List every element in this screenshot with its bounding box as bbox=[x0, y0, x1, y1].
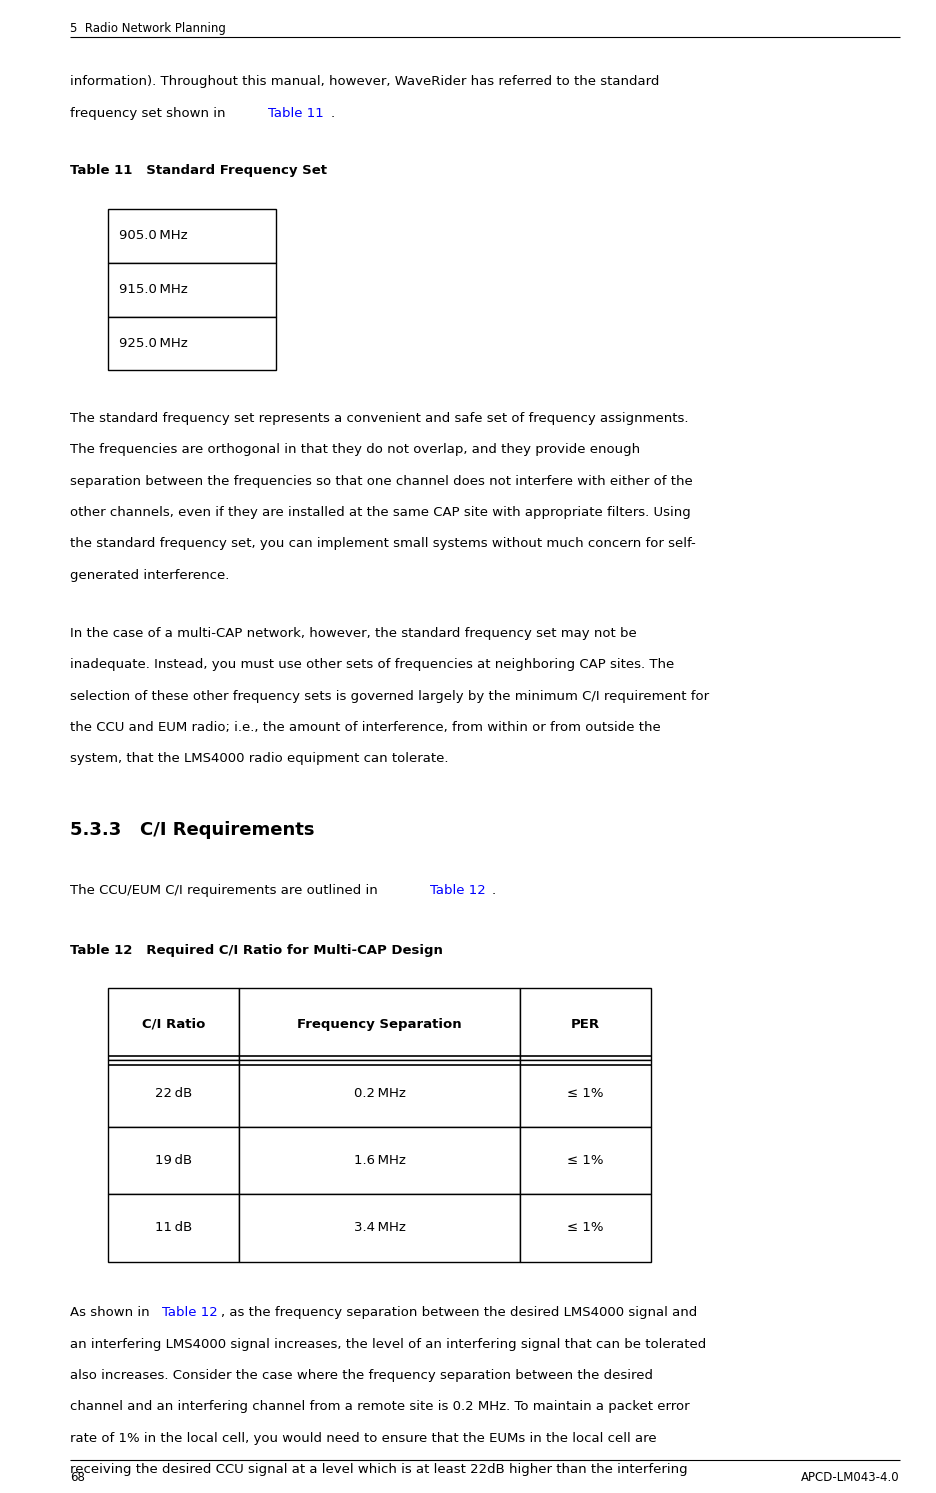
Text: The standard frequency set represents a convenient and safe set of frequency ass: The standard frequency set represents a … bbox=[70, 412, 688, 426]
Bar bbox=[108, 1127, 239, 1194]
Text: 68: 68 bbox=[70, 1471, 85, 1484]
Bar bbox=[108, 263, 276, 317]
Text: C/I Ratio: C/I Ratio bbox=[141, 1018, 205, 1030]
Text: 925.0 MHz: 925.0 MHz bbox=[119, 337, 187, 349]
Bar bbox=[239, 1194, 519, 1262]
Text: ≤ 1%: ≤ 1% bbox=[567, 1154, 603, 1168]
Text: ≤ 1%: ≤ 1% bbox=[567, 1087, 603, 1100]
Text: 915.0 MHz: 915.0 MHz bbox=[119, 284, 187, 296]
Text: 5.3.3   C/I Requirements: 5.3.3 C/I Requirements bbox=[70, 821, 314, 839]
Bar bbox=[108, 1060, 239, 1127]
Bar bbox=[519, 1127, 651, 1194]
Text: rate of 1% in the local cell, you would need to ensure that the EUMs in the loca: rate of 1% in the local cell, you would … bbox=[70, 1432, 656, 1445]
Bar bbox=[519, 988, 651, 1060]
Text: system, that the LMS4000 radio equipment can tolerate.: system, that the LMS4000 radio equipment… bbox=[70, 752, 448, 766]
Text: receiving the desired CCU signal at a level which is at least 22dB higher than t: receiving the desired CCU signal at a le… bbox=[70, 1463, 687, 1477]
Text: Frequency Separation: Frequency Separation bbox=[297, 1018, 461, 1030]
Text: In the case of a multi-CAP network, however, the standard frequency set may not : In the case of a multi-CAP network, howe… bbox=[70, 627, 636, 640]
Text: Table 11   Standard Frequency Set: Table 11 Standard Frequency Set bbox=[70, 164, 327, 178]
Text: generated interference.: generated interference. bbox=[70, 569, 229, 582]
Text: separation between the frequencies so that one channel does not interfere with e: separation between the frequencies so th… bbox=[70, 475, 693, 488]
Text: the standard frequency set, you can implement small systems without much concern: the standard frequency set, you can impl… bbox=[70, 537, 695, 551]
Text: frequency set shown in: frequency set shown in bbox=[70, 107, 229, 121]
Text: channel and an interfering channel from a remote site is 0.2 MHz. To maintain a : channel and an interfering channel from … bbox=[70, 1400, 689, 1414]
Text: .: . bbox=[329, 107, 334, 121]
Bar bbox=[108, 209, 276, 263]
Bar bbox=[108, 988, 239, 1060]
Text: information). Throughout this manual, however, WaveRider has referred to the sta: information). Throughout this manual, ho… bbox=[70, 75, 659, 88]
Text: 19 dB: 19 dB bbox=[154, 1154, 192, 1168]
Text: Table 11: Table 11 bbox=[268, 107, 324, 121]
Text: 22 dB: 22 dB bbox=[154, 1087, 192, 1100]
Text: 11 dB: 11 dB bbox=[154, 1221, 192, 1235]
Bar bbox=[519, 1194, 651, 1262]
Text: inadequate. Instead, you must use other sets of frequencies at neighboring CAP s: inadequate. Instead, you must use other … bbox=[70, 658, 674, 672]
Text: 5  Radio Network Planning: 5 Radio Network Planning bbox=[70, 22, 226, 36]
Text: , as the frequency separation between the desired LMS4000 signal and: , as the frequency separation between th… bbox=[221, 1306, 696, 1320]
Text: APCD-LM043-4.0: APCD-LM043-4.0 bbox=[800, 1471, 899, 1484]
Text: The CCU/EUM C/I requirements are outlined in: The CCU/EUM C/I requirements are outline… bbox=[70, 884, 382, 897]
Text: Table 12: Table 12 bbox=[429, 884, 485, 897]
Text: Table 12   Required C/I Ratio for Multi-CAP Design: Table 12 Required C/I Ratio for Multi-CA… bbox=[70, 944, 443, 957]
Text: 3.4 MHz: 3.4 MHz bbox=[353, 1221, 405, 1235]
Text: ≤ 1%: ≤ 1% bbox=[567, 1221, 603, 1235]
Text: the CCU and EUM radio; i.e., the amount of interference, from within or from out: the CCU and EUM radio; i.e., the amount … bbox=[70, 721, 660, 735]
Bar bbox=[108, 1194, 239, 1262]
Bar bbox=[239, 1060, 519, 1127]
Text: selection of these other frequency sets is governed largely by the minimum C/I r: selection of these other frequency sets … bbox=[70, 690, 709, 703]
Text: 0.2 MHz: 0.2 MHz bbox=[353, 1087, 405, 1100]
Text: The frequencies are orthogonal in that they do not overlap, and they provide eno: The frequencies are orthogonal in that t… bbox=[70, 443, 639, 457]
Text: .: . bbox=[490, 884, 495, 897]
Text: an interfering LMS4000 signal increases, the level of an interfering signal that: an interfering LMS4000 signal increases,… bbox=[70, 1338, 706, 1351]
Bar bbox=[239, 988, 519, 1060]
Bar bbox=[108, 317, 276, 370]
Text: PER: PER bbox=[570, 1018, 600, 1030]
Text: other channels, even if they are installed at the same CAP site with appropriate: other channels, even if they are install… bbox=[70, 506, 690, 520]
Text: 905.0 MHz: 905.0 MHz bbox=[119, 230, 187, 242]
Text: 1.6 MHz: 1.6 MHz bbox=[353, 1154, 405, 1168]
Bar bbox=[239, 1127, 519, 1194]
Text: also increases. Consider the case where the frequency separation between the des: also increases. Consider the case where … bbox=[70, 1369, 652, 1383]
Text: As shown in: As shown in bbox=[70, 1306, 154, 1320]
Bar bbox=[519, 1060, 651, 1127]
Text: Table 12: Table 12 bbox=[162, 1306, 217, 1320]
